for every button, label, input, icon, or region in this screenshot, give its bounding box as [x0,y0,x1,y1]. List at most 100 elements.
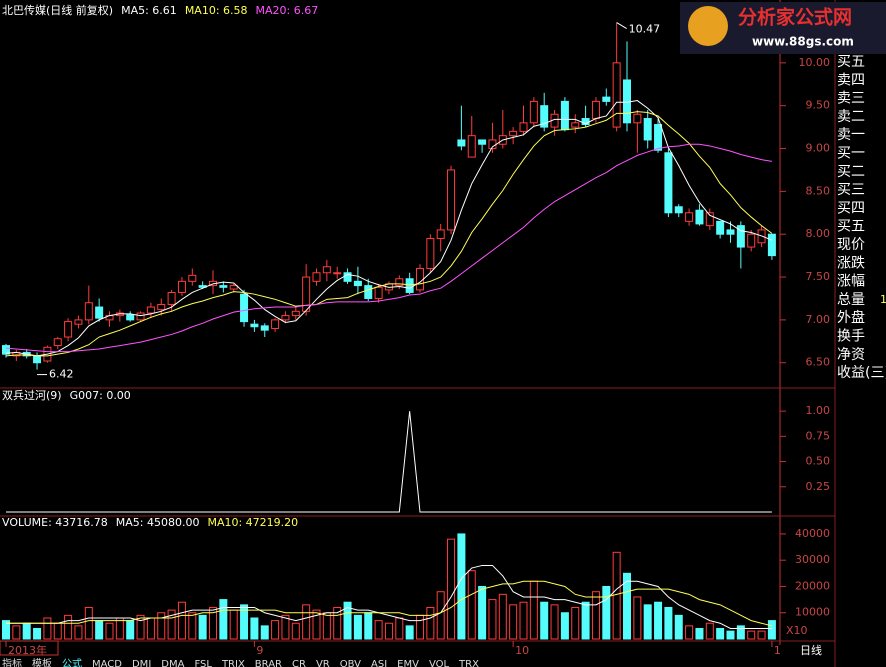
ma-line [5,100,773,357]
ma-line [5,143,772,353]
candle-body [478,139,487,145]
quote-label: 买四 [837,200,865,216]
candle-body [240,293,249,323]
volume-bar [364,612,373,640]
volume-bar [540,601,549,640]
tab[interactable]: FSL [194,659,212,667]
tab[interactable]: TRIX [221,659,245,667]
volume-bar [260,625,269,640]
tab[interactable]: OBV [340,659,361,667]
period-label[interactable]: 日线 [800,643,822,657]
quote-label: 外盘 [837,309,865,326]
x-tick-label: 10 [515,644,529,657]
candle-body [74,319,83,325]
quote-label: 卖二 [837,109,865,125]
y-tick-label: 0.50 [806,455,831,468]
y-tick-label: 7.50 [806,270,831,283]
candle-body [747,233,756,248]
volume-bar [478,585,487,640]
quote-label: 买五 [837,219,865,235]
volume-bar [281,614,290,640]
candle-body [633,113,642,124]
date-box [0,640,59,656]
tab[interactable]: VR [316,659,330,667]
y-tick-label: 30000 [795,553,830,566]
volume-bar [219,599,228,640]
volume-bar [716,627,725,640]
candle-body [540,105,549,128]
volume-bar [74,625,83,640]
candle-body [705,212,714,227]
tab[interactable]: BRAR [255,659,282,667]
legend-label: MA10: 47219.20 [207,516,298,529]
candle-body [685,212,694,222]
volume-bar [591,591,600,640]
candle-body [219,285,228,288]
candle-body [353,280,362,287]
tab[interactable]: ASI [371,659,387,667]
volume-bar [64,614,73,640]
candle-body [695,209,704,225]
volume-bar [674,614,683,640]
volume-bar [664,606,673,640]
indicator-line [6,411,772,513]
ma-line [5,111,773,357]
volume-bar [157,612,166,640]
volume-bar [126,620,135,640]
tab[interactable]: VOL [429,659,450,667]
volume-bar [623,572,631,640]
candle-body [591,100,600,120]
candle-body [291,310,300,317]
candle-body [364,285,373,299]
volume-bar [333,606,342,640]
tab[interactable]: MACD [92,659,122,667]
volume-bar [302,604,311,640]
x-tick-label: 1 [774,644,781,657]
volume-bar [695,627,704,640]
volume-bar [2,620,10,640]
volume-bar [229,609,238,640]
tab[interactable]: DMI [132,659,151,667]
quote-label: 涨幅 [837,274,865,290]
tab[interactable]: EMV [397,659,419,667]
volume-bar [12,625,21,640]
volume-bar [167,609,176,640]
candle-body [726,229,735,235]
candle-body [457,139,466,147]
volume-bar [560,612,569,640]
candle-body [333,272,342,275]
legend-label: MA5: 45080.00 [116,516,200,529]
tab[interactable]: DMA [161,659,184,667]
quote-label: 卖三 [837,91,865,107]
quote-value: 1 [880,293,886,306]
volume-bar [146,617,155,640]
tab[interactable]: CR [292,659,306,667]
volume-bar [529,580,538,640]
tab[interactable]: TRX [458,659,479,667]
candle-body [436,229,445,239]
volume-ma-line [6,580,773,627]
tab[interactable]: 公式 [62,657,82,667]
y-tick-label: 9.50 [806,99,831,112]
y-tick-label: 9.00 [806,142,831,155]
volume-bar [726,630,735,640]
watermark-logo [688,6,728,46]
volume-bar [198,614,207,640]
quote-label: 卖四 [837,72,865,88]
volume-bar [384,622,393,640]
candle-body [602,96,611,102]
volume-bar [447,538,456,640]
tab[interactable]: 模板 [32,657,52,667]
volume-bar [105,622,114,640]
volume-bar [436,591,445,640]
quote-label: 总量 [837,292,865,308]
candle-body [250,323,259,328]
tab[interactable]: 指标 [2,657,22,667]
volume-bar [757,630,766,640]
quote-label: 换手 [837,328,865,345]
candle-body [157,303,166,311]
volume-bar [685,625,694,640]
quote-label: 买二 [837,164,865,180]
volume-bar [467,570,476,640]
